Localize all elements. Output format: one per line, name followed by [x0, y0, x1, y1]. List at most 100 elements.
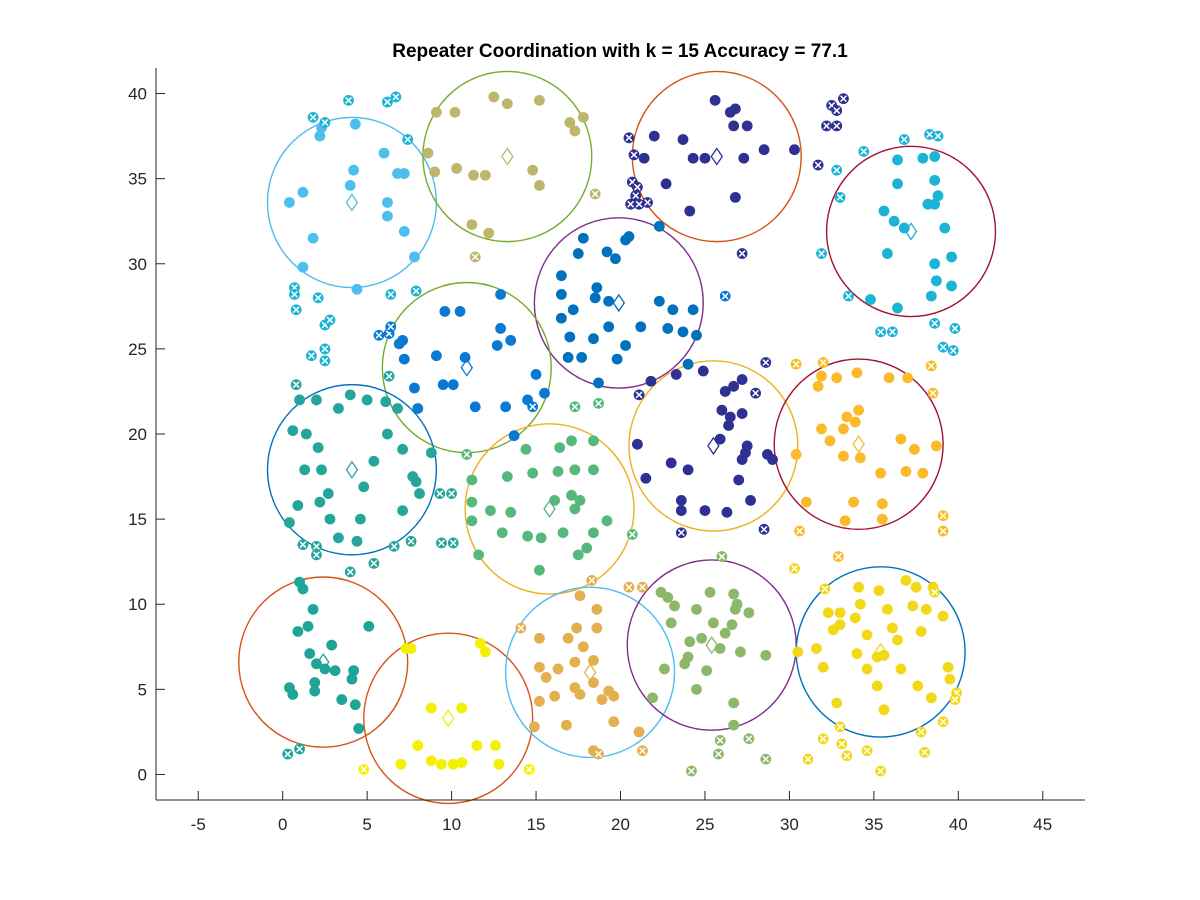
uncovered-point-cross [392, 93, 400, 101]
covered-point [564, 331, 576, 343]
uncovered-point-cross [385, 372, 393, 380]
covered-point [300, 428, 312, 440]
covered-point [930, 440, 942, 452]
covered-point [304, 648, 316, 659]
covered-point [838, 423, 849, 435]
uncovered-point [319, 343, 331, 355]
covered-point [883, 372, 895, 384]
uncovered-point [324, 314, 336, 326]
y-tick-label: 25 [128, 340, 147, 359]
y-tick-label: 40 [128, 85, 147, 104]
covered-point [530, 369, 542, 380]
covered-point [892, 302, 903, 314]
uncovered-point-cross [383, 98, 391, 106]
uncovered-point [390, 91, 402, 103]
points-layer [282, 91, 963, 777]
covered-point [789, 144, 800, 156]
covered-point [363, 620, 375, 632]
uncovered-point-cross [677, 529, 685, 537]
uncovered-point [282, 748, 294, 760]
uncovered-point-cross [821, 585, 829, 593]
covered-point [822, 607, 834, 619]
uncovered-point-cross [627, 200, 635, 208]
uncovered-point-cross [721, 292, 729, 300]
y-tick-label: 10 [128, 595, 147, 614]
uncovered-point-cross [633, 183, 641, 191]
uncovered-point-cross [738, 250, 746, 257]
covered-point [333, 532, 344, 544]
covered-point [555, 312, 567, 324]
uncovered-point [817, 357, 829, 368]
covered-point [439, 306, 451, 317]
uncovered-point-cross [939, 718, 947, 726]
covered-point [292, 626, 304, 637]
covered-point [709, 94, 721, 106]
covered-point [716, 404, 728, 416]
repeater-marker-15 [874, 642, 887, 662]
covered-point [539, 387, 550, 399]
uncovered-point [843, 290, 854, 302]
uncovered-point [831, 164, 843, 176]
covered-point [811, 643, 822, 654]
covered-point [490, 740, 501, 751]
uncovered-point-cross [387, 323, 395, 331]
covered-point [648, 130, 660, 142]
uncovered-point-cross [814, 161, 822, 169]
uncovered-point-cross [931, 588, 939, 596]
covered-point [501, 98, 513, 110]
uncovered-point-cross [321, 357, 329, 365]
covered-point [454, 306, 466, 317]
uncovered-point [469, 251, 481, 263]
uncovered-point-cross [840, 95, 847, 103]
covered-point [699, 505, 711, 517]
uncovered-point-cross [284, 750, 292, 758]
covered-point [564, 117, 576, 128]
covered-point [834, 607, 846, 619]
covered-point [588, 464, 599, 476]
uncovered-point-cross [571, 403, 579, 411]
uncovered-point [319, 117, 331, 128]
uncovered-point [861, 745, 873, 757]
covered-point [878, 704, 890, 716]
uncovered-point [289, 289, 300, 300]
covered-point [549, 690, 561, 702]
covered-point [437, 379, 449, 391]
covered-point [425, 447, 437, 459]
covered-point [577, 111, 589, 123]
covered-point [382, 210, 393, 222]
covered-point [635, 321, 647, 333]
uncovered-point-cross [635, 200, 643, 208]
covered-point [861, 663, 873, 675]
covered-point [479, 646, 491, 658]
uncovered-point [937, 716, 949, 728]
repeater-marker-12 [441, 709, 455, 728]
uncovered-point [637, 745, 648, 757]
x-tick-label: 10 [442, 815, 461, 834]
covered-point [653, 220, 665, 232]
uncovered-point-cross [291, 290, 298, 298]
covered-point [682, 651, 694, 663]
uncovered-point [626, 529, 638, 540]
x-tick-label: -5 [191, 815, 206, 834]
x-tick-label: 35 [864, 815, 883, 834]
uncovered-point-cross [591, 190, 599, 198]
covered-point [287, 425, 299, 436]
uncovered-point [929, 317, 941, 329]
uncovered-point [593, 397, 604, 409]
uncovered-point [385, 321, 397, 333]
covered-point [449, 106, 461, 118]
uncovered-point-cross [449, 539, 457, 547]
covered-point [917, 152, 929, 164]
uncovered-point [642, 197, 653, 208]
covered-point [608, 690, 620, 702]
uncovered-point [593, 748, 604, 760]
covered-point [902, 372, 914, 384]
covered-point [677, 326, 689, 338]
uncovered-point-cross [404, 136, 412, 143]
covered-point [569, 656, 581, 668]
uncovered-point [932, 130, 944, 142]
covered-point [495, 289, 506, 300]
covered-point [684, 636, 696, 648]
covered-point [292, 500, 304, 511]
covered-point [348, 665, 360, 677]
